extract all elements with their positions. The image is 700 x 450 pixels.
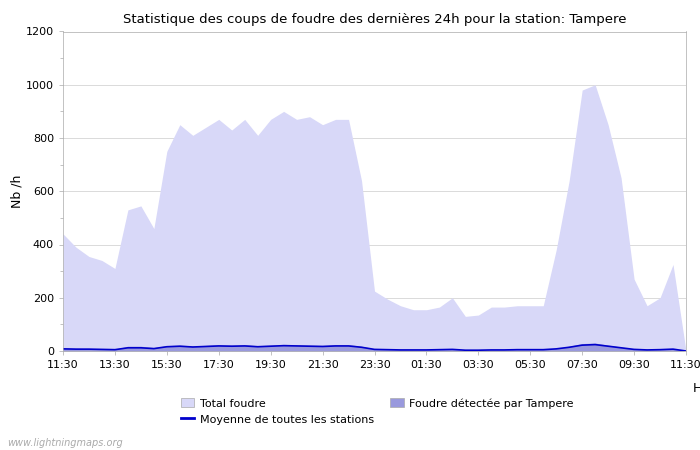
Title: Statistique des coups de foudre des dernières 24h pour la station: Tampere: Statistique des coups de foudre des dern… [122,13,626,26]
Text: www.lightningmaps.org: www.lightningmaps.org [7,438,122,448]
Legend: Total foudre, Moyenne de toutes les stations, Foudre détectée par Tampere: Total foudre, Moyenne de toutes les stat… [181,398,574,425]
Y-axis label: Nb /h: Nb /h [10,175,23,208]
Text: Heure: Heure [693,382,700,395]
